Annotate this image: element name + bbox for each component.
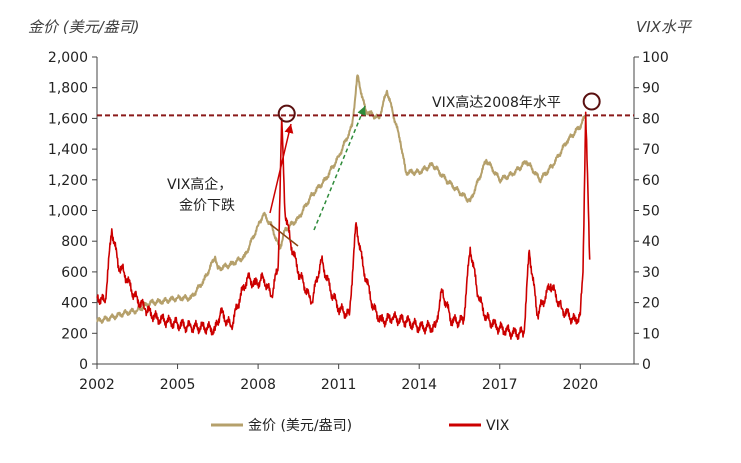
- x-tick-label: 2020: [562, 377, 598, 393]
- y-left-tick-label: 1,800: [48, 81, 88, 97]
- arrow-gold-down: [269, 223, 299, 247]
- x-tick-label: 2014: [401, 377, 437, 393]
- gold-price-line: [96, 74, 587, 324]
- y-right-tick-label: 20: [642, 296, 660, 312]
- y-left-tick-label: 1,400: [48, 142, 88, 158]
- arrow-vix-up: [269, 123, 294, 214]
- axis-titles: 金价 (美元/盎司) VIX水平: [28, 18, 693, 36]
- x-tick-label: 2005: [160, 377, 196, 393]
- legend: 金价 (美元/盎司) VIX: [211, 418, 510, 434]
- y-left-title: 金价 (美元/盎司): [28, 18, 140, 36]
- series-layer: [96, 74, 591, 341]
- y-right-tick-label: 30: [642, 265, 660, 281]
- x-tick-label: 2011: [321, 377, 357, 393]
- y-left-tick-label: 200: [61, 326, 88, 342]
- y-left-tick-label: 600: [61, 265, 88, 281]
- y-left-tick-label: 0: [79, 357, 88, 373]
- annotation-2008-line1: VIX高企，: [167, 176, 232, 193]
- y-left-tick-label: 1,200: [48, 173, 88, 189]
- legend-gold-label: 金价 (美元/盎司): [248, 418, 352, 434]
- x-ticks: 2002 2005 2008 2011 2014 2017 2020: [79, 364, 598, 393]
- y-right-tick-label: 0: [642, 357, 651, 373]
- x-tick-label: 2002: [79, 377, 115, 393]
- y-right-title: VIX水平: [636, 18, 693, 36]
- vix-line: [96, 111, 591, 341]
- y-right-tick-label: 80: [642, 111, 660, 127]
- y-right-tick-label: 90: [642, 81, 660, 97]
- x-tick-label: 2008: [240, 377, 276, 393]
- arrow-gold-recovery: [313, 105, 366, 231]
- y-left-tick-label: 1,000: [48, 204, 88, 220]
- y-right-tick-label: 70: [642, 142, 660, 158]
- y-right-tick-label: 40: [642, 234, 660, 250]
- vix-2020-peak-circle: [582, 92, 601, 111]
- x-tick-label: 2017: [482, 377, 518, 393]
- y-right-tick-label: 50: [642, 204, 660, 220]
- y-left-tick-label: 2,000: [48, 50, 88, 66]
- y-left-tick-label: 800: [61, 234, 88, 250]
- y-left-ticks: 0 200 400 600 800 1,000 1,200 1,400 1,600 1,800 2,…: [48, 50, 97, 373]
- vix-2008-peak-circle: [277, 104, 296, 123]
- y-right-tick-label: 60: [642, 173, 660, 189]
- y-right-tick-label: 10: [642, 326, 660, 342]
- y-left-tick-label: 1,600: [48, 111, 88, 127]
- y-right-ticks: 0 10 20 30 40 50 60 70 80 90 100: [634, 50, 669, 373]
- annotation-2008-line2: 金价下跌: [179, 198, 235, 214]
- annotation-2020: VIX高达2008年水平: [432, 94, 561, 111]
- y-left-tick-label: 400: [61, 296, 88, 312]
- annotation-layer: VIX高企， 金价下跌 VIX高达2008年水平: [167, 92, 601, 247]
- legend-vix-label: VIX: [486, 418, 510, 434]
- y-right-tick-label: 100: [642, 50, 669, 66]
